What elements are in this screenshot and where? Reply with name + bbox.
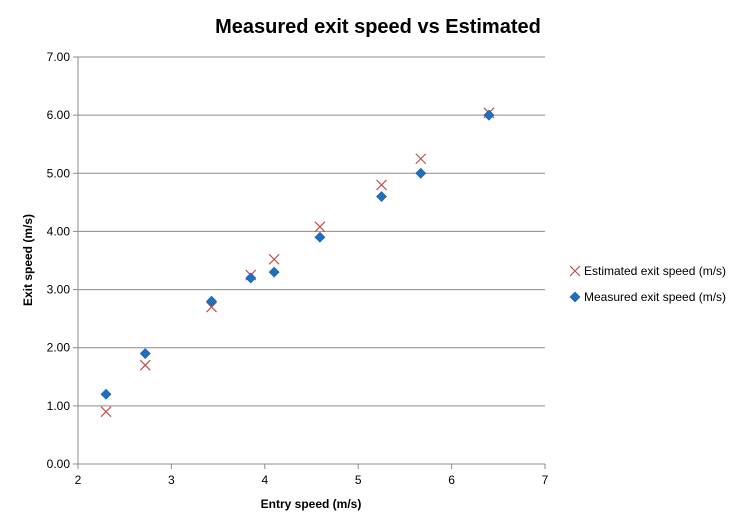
x-tick-label: 6 [448, 473, 455, 487]
legend: Estimated exit speed (m/s) Measured exit … [569, 264, 726, 304]
x-tick-label: 2 [75, 473, 82, 487]
x-axis-label: Entry speed (m/s) [261, 497, 362, 511]
y-tick-label: 6.00 [47, 108, 71, 122]
legend-item: Estimated exit speed (m/s) [569, 264, 726, 278]
y-tick-label: 2.00 [47, 341, 71, 355]
y-tick-label: 5.00 [47, 166, 71, 180]
legend-label: Measured exit speed (m/s) [584, 290, 726, 304]
estimated-point [139, 359, 151, 371]
y-tick-label: 4.00 [47, 224, 71, 238]
y-tick-label: 7.00 [47, 50, 71, 64]
measured-point [245, 272, 257, 284]
legend-label: Estimated exit speed (m/s) [584, 264, 726, 278]
x-tick-label: 3 [168, 473, 175, 487]
measured-point [376, 191, 387, 202]
y-tick-label: 1.00 [47, 399, 71, 413]
measured-point [206, 295, 217, 307]
chart-title: Measured exit speed vs Estimated [215, 16, 541, 38]
y-tick-label: 3.00 [47, 283, 71, 297]
measured-point [100, 388, 112, 400]
y-tick-label: 0.00 [47, 457, 71, 471]
measured-point [415, 167, 427, 179]
gridlines [78, 56, 545, 407]
measured-point [139, 348, 151, 359]
estimated-point [376, 179, 387, 191]
legend-diamond-marker-icon [569, 291, 581, 303]
estimated-point [100, 406, 112, 418]
measured-point [268, 266, 280, 278]
estimated-point [314, 221, 326, 233]
x-tick-label: 5 [355, 473, 362, 487]
legend-item: Measured exit speed (m/s) [569, 290, 726, 304]
data-points [100, 107, 495, 418]
y-axis-label: Exit speed (m/s) [21, 214, 35, 306]
x-axis-ticks: 2 3 4 5 6 7 [75, 464, 549, 487]
y-axis-ticks: 0.00 1.00 2.00 3.00 4.00 5.00 6.00 7.00 [47, 50, 78, 471]
measured-point [483, 109, 495, 121]
series-measured [100, 109, 495, 400]
series-estimated [100, 107, 495, 418]
estimated-point [268, 253, 280, 265]
x-tick-label: 4 [261, 473, 268, 487]
x-tick-label: 7 [542, 473, 549, 487]
measured-point [314, 231, 326, 243]
legend-x-marker-icon [569, 265, 581, 277]
estimated-point [206, 301, 217, 313]
estimated-point [415, 153, 427, 165]
axes [77, 57, 545, 465]
